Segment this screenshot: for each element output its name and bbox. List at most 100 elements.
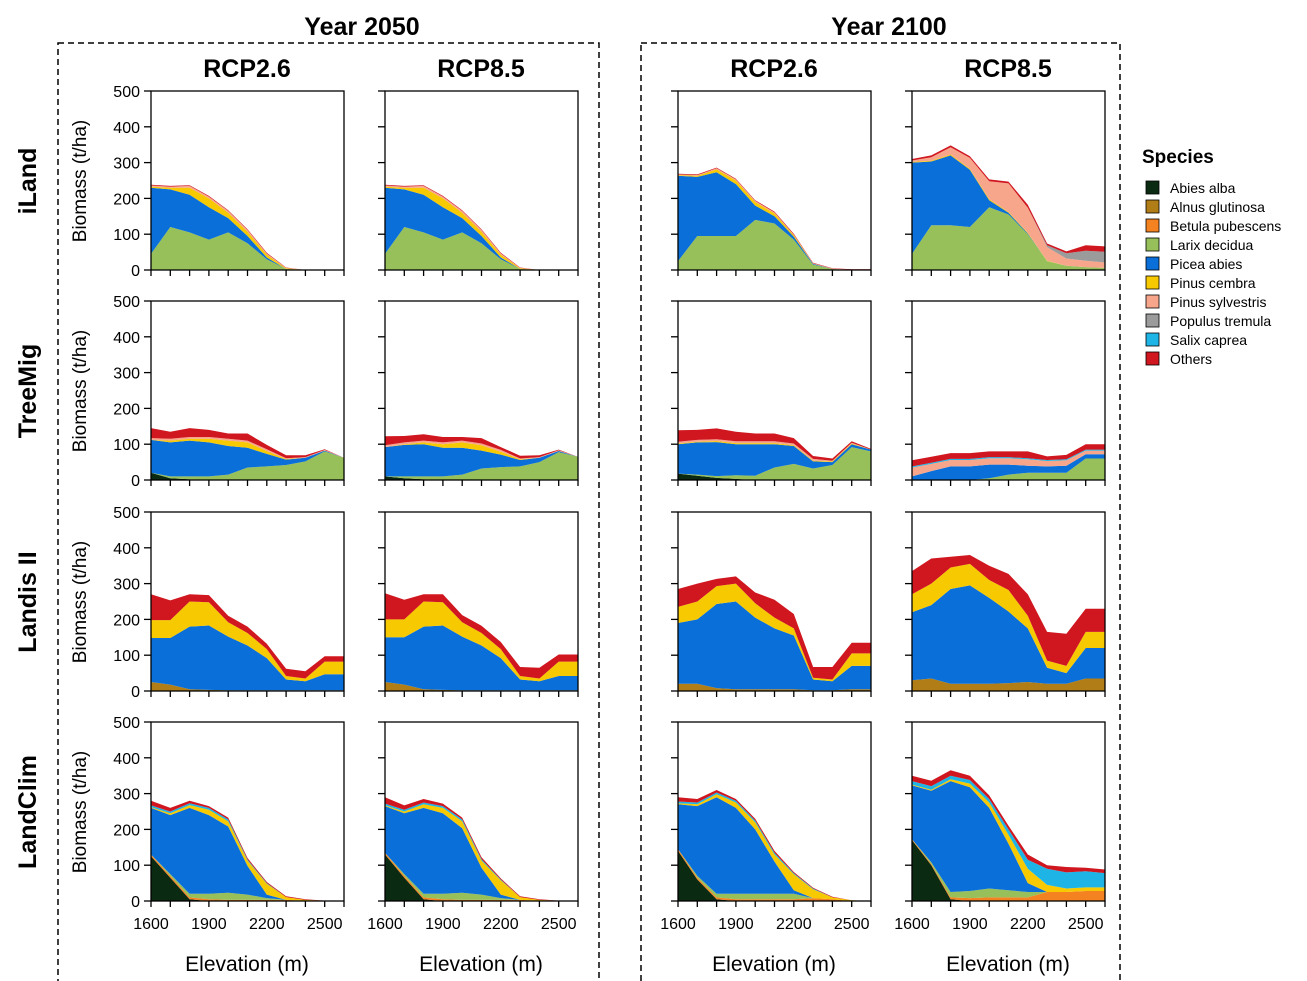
area-picea-abies (912, 781, 1105, 892)
x-tick-label: 2200 (249, 916, 285, 933)
area-pinus-cembra (385, 601, 578, 682)
model-label-treemig: TreeMig (14, 344, 42, 438)
legend-swatch (1145, 237, 1160, 252)
panel-landis-ii-2050-rcp2-6: 0 100 200 300 400 500 (113, 505, 345, 701)
panels-layer: 0 100 200 300 400 500 0 100 200 300 400 500 0 100 200 3… (113, 84, 1106, 933)
area-pinus-cembra (385, 442, 578, 460)
area-picea-abies (385, 806, 578, 901)
area-picea-abies (151, 187, 344, 270)
ylabel-row-4: Biomass (t/ha) (70, 751, 91, 873)
area-picea-abies (385, 444, 578, 477)
legend-label: Abies alba (1170, 180, 1236, 196)
y-tick-label: 500 (113, 84, 140, 101)
x-tick-label: 1900 (425, 916, 461, 933)
legend-swatch (1145, 256, 1160, 271)
y-tick-label: 200 (113, 822, 140, 839)
panel-treemig-2100-rcp8-5 (905, 300, 1106, 486)
x-tick-label: 1600 (894, 916, 930, 933)
y-tick-label: 100 (113, 648, 140, 665)
scenario-title-1: RCP2.6 (203, 55, 291, 83)
panel-iland-2050-rcp8-5 (378, 90, 579, 276)
area-larix-decidua (678, 447, 871, 480)
area-picea-abies (912, 155, 1105, 268)
area-others (678, 790, 871, 901)
area-others (678, 428, 871, 461)
legend-item-abies-alba: Abies alba (1145, 180, 1236, 196)
area-others (151, 428, 344, 459)
area-picea-abies (678, 601, 871, 691)
area-picea-abies (912, 454, 1105, 480)
legend-label: Populus tremula (1170, 313, 1271, 329)
y-tick-label: 500 (113, 294, 140, 311)
legend-swatch (1145, 294, 1160, 309)
area-larix-decidua (912, 458, 1105, 480)
area-picea-abies (151, 439, 344, 477)
x-tick-label: 2200 (776, 916, 812, 933)
area-salix-caprea (151, 803, 344, 901)
legend-label: Pinus cembra (1170, 275, 1256, 291)
x-tick-label: 1600 (660, 916, 696, 933)
area-alnus-glutinosa (385, 682, 578, 691)
x-tick-label: 1900 (191, 916, 227, 933)
area-alnus-glutinosa (678, 683, 871, 691)
area-larix-decidua (151, 451, 344, 480)
area-alnus-glutinosa (912, 678, 1105, 691)
area-others (385, 434, 578, 459)
legend-label: Betula pubescens (1170, 218, 1281, 234)
legend-item-salix-caprea: Salix caprea (1145, 332, 1247, 348)
x-tick-label: 1900 (952, 916, 988, 933)
year-title-2050: Year 2050 (304, 13, 419, 41)
area-picea-abies (678, 797, 871, 901)
legend-label: Pinus sylvestris (1170, 294, 1266, 310)
x-tick-label: 2500 (541, 916, 577, 933)
legend-item-others: Others (1145, 351, 1212, 367)
area-picea-abies (385, 625, 578, 691)
ylabel-row-2: Biomass (t/ha) (70, 330, 91, 452)
area-larix-decidua (151, 227, 344, 270)
area-others (912, 444, 1105, 467)
area-others (151, 594, 344, 679)
legend-label: Others (1170, 351, 1212, 367)
legend-item-alnus-glutinosa: Alnus glutinosa (1145, 199, 1265, 215)
scenario-title-4: RCP8.5 (964, 55, 1052, 83)
y-tick-label: 300 (113, 366, 140, 383)
y-tick-label: 400 (113, 330, 140, 347)
area-abies-alba (151, 472, 344, 480)
area-others (385, 797, 578, 901)
area-salix-caprea (678, 792, 871, 901)
y-tick-label: 400 (113, 120, 140, 137)
y-tick-label: 300 (113, 577, 140, 594)
xlabel-col-2: Elevation (m) (419, 953, 543, 976)
area-pinus-sylvestris (678, 439, 871, 462)
area-others (678, 576, 871, 680)
x-tick-label: 2500 (307, 916, 343, 933)
legend-swatch (1145, 180, 1160, 195)
area-populus-tremula (912, 147, 1105, 263)
legend-label: Salix caprea (1170, 332, 1247, 348)
y-tick-label: 100 (113, 437, 140, 454)
scenario-title-2: RCP8.5 (437, 55, 525, 83)
xlabel-col-1: Elevation (m) (185, 953, 309, 976)
area-pinus-cembra (151, 805, 344, 901)
area-others (912, 145, 1105, 254)
area-picea-abies (678, 442, 871, 477)
legend-title: Species (1142, 147, 1214, 168)
area-picea-abies (151, 807, 344, 901)
area-others (912, 555, 1105, 666)
y-tick-label: 200 (113, 612, 140, 629)
area-pinus-cembra (912, 779, 1105, 892)
panel-treemig-2050-rcp2-6: 0 100 200 300 400 500 (113, 294, 345, 490)
area-others (385, 593, 578, 679)
year-2100-frame (640, 42, 1121, 981)
area-pinus-sylvestris (912, 147, 1105, 268)
y-tick-label: 400 (113, 541, 140, 558)
legend-label: Picea abies (1170, 256, 1242, 272)
legend-item-picea-abies: Picea abies (1145, 256, 1242, 272)
legend-label: Alnus glutinosa (1170, 199, 1265, 215)
model-label-landclim: LandClim (14, 755, 42, 869)
area-abies-alba (151, 856, 344, 901)
y-tick-label: 200 (113, 401, 140, 418)
x-tick-label: 2200 (1010, 916, 1046, 933)
panel-iland-2100-rcp8-5 (905, 90, 1106, 276)
